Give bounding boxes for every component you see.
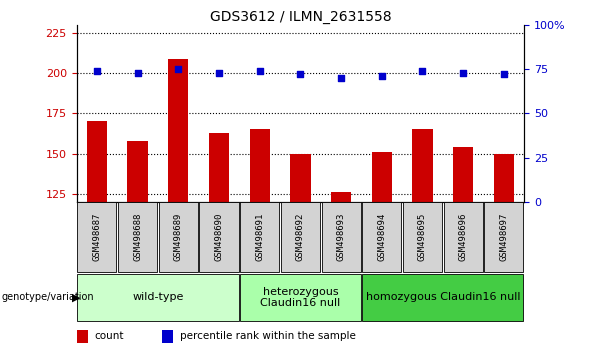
- Bar: [161, 330, 173, 343]
- Text: GSM498687: GSM498687: [92, 213, 101, 261]
- FancyBboxPatch shape: [484, 202, 524, 272]
- Text: GSM498696: GSM498696: [459, 213, 468, 261]
- FancyBboxPatch shape: [240, 274, 360, 321]
- Bar: [494, 154, 514, 202]
- FancyBboxPatch shape: [362, 274, 524, 321]
- FancyBboxPatch shape: [200, 202, 239, 272]
- FancyBboxPatch shape: [77, 202, 117, 272]
- Point: [133, 70, 143, 75]
- Text: GSM498694: GSM498694: [378, 213, 386, 261]
- Bar: [453, 147, 474, 202]
- Point: [214, 70, 224, 75]
- Point: [458, 70, 468, 75]
- Bar: [209, 133, 229, 202]
- Bar: [250, 129, 270, 202]
- Point: [499, 72, 508, 77]
- Text: heterozygous
Claudin16 null: heterozygous Claudin16 null: [260, 286, 340, 308]
- FancyBboxPatch shape: [444, 202, 483, 272]
- Bar: [372, 152, 392, 202]
- Bar: [412, 129, 433, 202]
- FancyBboxPatch shape: [281, 202, 320, 272]
- Bar: [290, 154, 310, 202]
- Text: ▶: ▶: [72, 292, 80, 302]
- Text: GSM498697: GSM498697: [499, 213, 508, 261]
- Text: GSM498690: GSM498690: [214, 213, 223, 261]
- FancyBboxPatch shape: [403, 202, 442, 272]
- Bar: [87, 121, 107, 202]
- FancyBboxPatch shape: [322, 202, 360, 272]
- Text: GSM498688: GSM498688: [133, 213, 142, 261]
- Text: count: count: [94, 331, 124, 341]
- FancyBboxPatch shape: [240, 202, 279, 272]
- Title: GDS3612 / ILMN_2631558: GDS3612 / ILMN_2631558: [210, 10, 391, 24]
- Point: [92, 68, 102, 74]
- Bar: [127, 141, 148, 202]
- Bar: [168, 58, 188, 202]
- Text: GSM498692: GSM498692: [296, 213, 305, 261]
- Text: GSM498695: GSM498695: [418, 213, 427, 261]
- Bar: [331, 192, 351, 202]
- FancyBboxPatch shape: [118, 202, 157, 272]
- FancyBboxPatch shape: [77, 274, 239, 321]
- Text: genotype/variation: genotype/variation: [1, 292, 94, 302]
- FancyBboxPatch shape: [362, 202, 401, 272]
- Text: wild-type: wild-type: [133, 292, 184, 302]
- Point: [296, 72, 305, 77]
- Point: [377, 73, 386, 79]
- Text: GSM498691: GSM498691: [255, 213, 264, 261]
- Text: percentile rank within the sample: percentile rank within the sample: [180, 331, 355, 341]
- Point: [418, 68, 427, 74]
- Point: [255, 68, 264, 74]
- Text: GSM498693: GSM498693: [336, 213, 346, 261]
- Bar: [77, 330, 88, 343]
- Point: [174, 66, 183, 72]
- Text: GSM498689: GSM498689: [174, 213, 183, 261]
- Point: [336, 75, 346, 81]
- FancyBboxPatch shape: [159, 202, 198, 272]
- Text: homozygous Claudin16 null: homozygous Claudin16 null: [366, 292, 520, 302]
